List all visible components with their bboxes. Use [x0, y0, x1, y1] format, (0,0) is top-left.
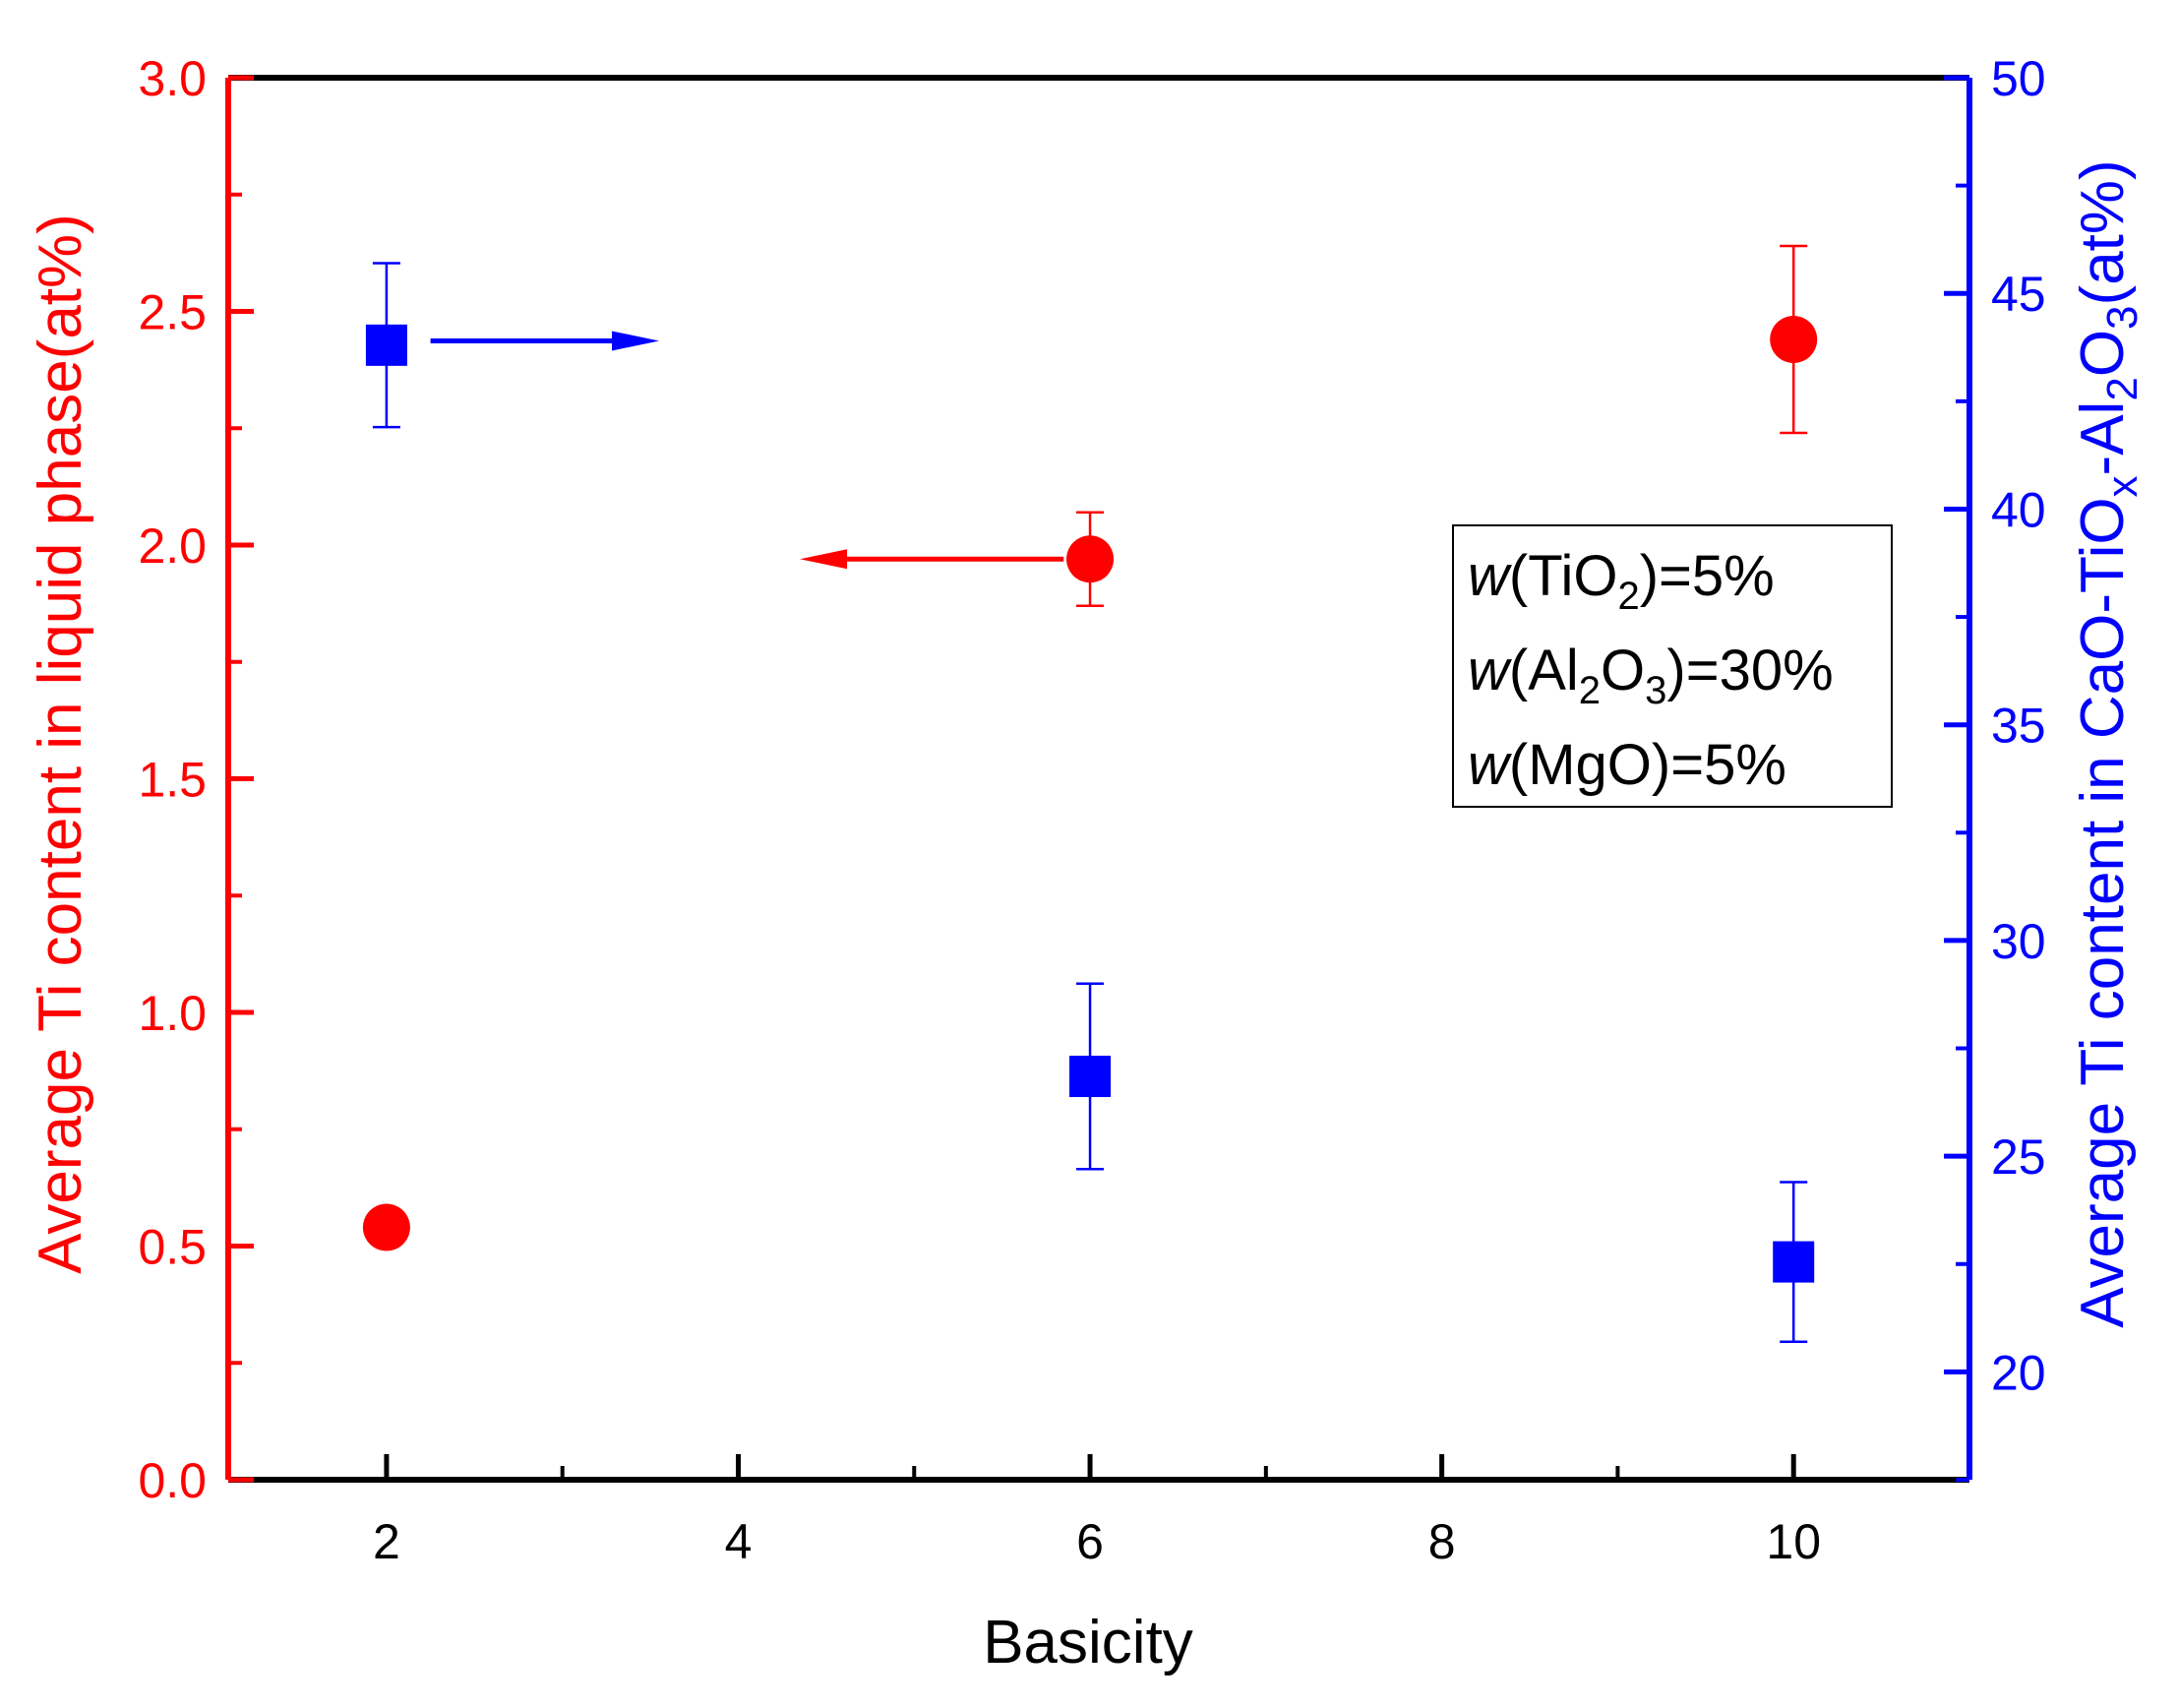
y-left-tick-label: 1.0 [138, 986, 207, 1041]
y-right-tick-label: 50 [1991, 51, 2046, 106]
y-left-tick-label: 2.5 [138, 285, 207, 340]
legend-mid-2: O [1601, 639, 1645, 702]
x-tick-label: 8 [1428, 1514, 1456, 1569]
x-tick-label: 2 [373, 1514, 400, 1569]
legend-w-3: w [1468, 733, 1512, 797]
x-tick-label: 6 [1076, 1514, 1104, 1569]
legend-w-1: w [1468, 544, 1512, 608]
square-point [365, 324, 407, 366]
y-left-tick-label: 0.5 [138, 1220, 207, 1275]
square-point [1069, 1056, 1112, 1098]
x-tick-label: 10 [1766, 1514, 1821, 1569]
x-tick-label: 4 [725, 1514, 753, 1569]
y-right-tick-label: 45 [1991, 267, 2046, 322]
y-left-tick-label: 2.0 [138, 518, 207, 574]
circle-point [1066, 535, 1115, 583]
legend-sub-1: 2 [1617, 575, 1639, 618]
x-axis-label: Basicity [983, 1609, 1193, 1677]
y-right-tick-label: 35 [1991, 699, 2046, 754]
y-right-tick-label: 25 [1991, 1129, 2046, 1185]
legend-sub2-2: 3 [1645, 669, 1666, 712]
legend-line-mgo: w(MgO)=5% [1468, 733, 1786, 797]
legend-close-2: )=30% [1666, 639, 1833, 702]
axis-labels: Basicity Average Ti content in liquid ph… [27, 159, 2147, 1677]
legend-box: w(TiO2)=5% w(Al2O3)=30% w(MgO)=5% [1452, 524, 1893, 808]
y-right-tick-label: 20 [1991, 1345, 2046, 1400]
square-point [1773, 1241, 1815, 1283]
legend-line-al2o3: w(Al2O3)=30% [1468, 639, 1834, 712]
y-right-label-sub3: 3 [2098, 305, 2147, 329]
legend-open-1: (TiO [1509, 544, 1618, 608]
y-right-tick-label: 30 [1991, 914, 2046, 969]
legend-close-3: )=5% [1652, 733, 1786, 797]
y-left-tick-label: 3.0 [138, 51, 207, 106]
y-right-label-sub2: 2 [2098, 377, 2147, 400]
y-right-label-suffix: (at%) [2069, 159, 2137, 305]
y-right-label-sub1: x [2098, 475, 2147, 497]
y-right-tick-label: 40 [1991, 482, 2046, 537]
data-points [362, 244, 1818, 1343]
axis-arrow-head [612, 331, 660, 351]
y-right-label-mid2: O [2069, 330, 2137, 377]
circle-point [362, 1203, 410, 1251]
circle-point [1770, 316, 1818, 363]
y-right-label-prefix: Average Ti content in CaO-TiO [2069, 497, 2137, 1327]
legend-frame [1452, 524, 1893, 808]
legend-open-3: (MgO [1509, 733, 1652, 797]
y-left-tick-label: 1.5 [138, 753, 207, 808]
y-left-tick-label: 0.0 [138, 1453, 207, 1508]
legend-line-tio2: w(TiO2)=5% [1468, 544, 1775, 618]
y-right-axis-label: Average Ti content in CaO-TiOx-Al2O3(at%… [2069, 159, 2147, 1327]
axis-arrow-head [800, 549, 848, 570]
legend-close-1: )=5% [1640, 544, 1775, 608]
legend-sub-2: 2 [1579, 669, 1601, 712]
y-left-axis-label: Average Ti content in liquid phase(at%) [27, 214, 94, 1274]
legend-open-2: (Al [1509, 639, 1579, 702]
legend-w-2: w [1468, 639, 1512, 702]
axis-ticks: 2 4 6 8 10 0.0 0.5 1.0 1.5 2.0 2.5 3.0 20 25 30 35 40 45 5… [138, 51, 2045, 1569]
y-right-label-mid: -Al [2069, 401, 2137, 476]
